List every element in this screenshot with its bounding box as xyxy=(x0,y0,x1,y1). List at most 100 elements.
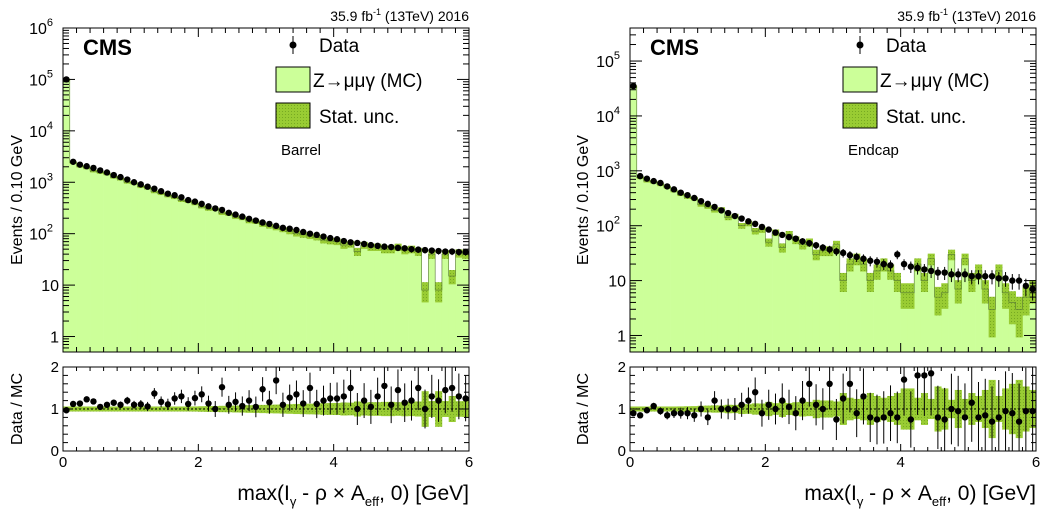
ratio-unc-band xyxy=(259,404,267,414)
y-tick-exponent: 3 xyxy=(614,160,620,172)
unc-band xyxy=(920,272,929,292)
legend-unc-swatch xyxy=(275,102,311,129)
ratio-point xyxy=(670,410,678,417)
mc-bar xyxy=(914,264,922,352)
mc-bar xyxy=(171,197,179,352)
mc-bar xyxy=(839,280,847,352)
mc-bar xyxy=(252,221,260,352)
ratio-unc-band xyxy=(198,406,206,412)
unc-band xyxy=(988,296,996,338)
data-point xyxy=(455,248,463,256)
mc-bar xyxy=(650,182,658,352)
mc-bar xyxy=(724,217,732,352)
x-title-main: max(I xyxy=(804,482,857,505)
ratio-point xyxy=(347,384,354,392)
ratio-unc-band xyxy=(69,406,77,412)
mc-bar xyxy=(866,280,874,352)
mc-bar xyxy=(684,197,692,352)
data-point xyxy=(164,190,172,197)
x-title-end: , 0) [GeV] xyxy=(379,482,469,505)
mc-bar xyxy=(374,247,382,352)
data-point xyxy=(792,235,799,242)
mc-bar xyxy=(63,79,71,352)
data-point xyxy=(670,186,678,193)
ratio-point xyxy=(124,397,131,404)
mc-bar xyxy=(137,186,145,352)
ratio-point xyxy=(442,386,449,394)
data-point xyxy=(988,273,996,280)
mc-bar xyxy=(353,251,362,352)
unc-band xyxy=(873,264,881,280)
mc-bar xyxy=(76,166,84,352)
ratio-point xyxy=(664,412,671,419)
ratio-point xyxy=(927,370,935,377)
data-point xyxy=(327,234,334,242)
data-point xyxy=(435,247,442,255)
mc-bar xyxy=(272,227,280,352)
mc-bar xyxy=(1008,302,1016,352)
ratio-point xyxy=(630,410,637,417)
ratio-point xyxy=(954,407,962,415)
mc-bar xyxy=(299,234,307,352)
x-tick-label: 0 xyxy=(626,454,634,471)
ratio-unc-band xyxy=(636,406,644,412)
ratio-point xyxy=(327,395,334,402)
mc-bar xyxy=(887,270,895,352)
ratio-point xyxy=(144,403,151,410)
ratio-point xyxy=(455,393,463,400)
mc-bar xyxy=(853,258,861,352)
mc-bar xyxy=(259,224,267,352)
ratio-unc-band xyxy=(157,406,165,412)
mc-bar xyxy=(643,181,651,352)
ratio-point xyxy=(103,401,111,408)
mc-bar xyxy=(860,264,868,352)
data-point xyxy=(103,169,111,176)
data-point xyxy=(320,233,327,240)
data-point xyxy=(76,161,84,168)
y-tick-label: 105 xyxy=(29,68,53,89)
lumi-energy: (13TeV) 2016 xyxy=(948,8,1036,24)
data-point xyxy=(83,163,90,170)
ratio-unc-band xyxy=(178,406,186,412)
ratio-point xyxy=(1002,407,1009,415)
mc-bar xyxy=(448,276,456,352)
ratio-point xyxy=(900,376,908,383)
ratio-point xyxy=(724,405,732,413)
unc-band xyxy=(1002,283,1010,309)
data-point xyxy=(218,206,226,214)
mc-bar xyxy=(792,239,800,352)
data-point xyxy=(387,243,395,251)
lumi-energy: (13TeV) 2016 xyxy=(381,8,469,24)
x-title-end: , 0) [GeV] xyxy=(946,482,1036,505)
x-tick-label: 0 xyxy=(59,454,67,471)
unc-band xyxy=(927,253,935,266)
data-point xyxy=(462,248,469,256)
legend-mc-label: Z→μμγ (MC) xyxy=(880,71,989,92)
ratio-point xyxy=(873,416,881,423)
data-point xyxy=(704,200,712,208)
ratio-point xyxy=(151,390,158,397)
unc-band xyxy=(421,282,429,303)
mc-bar xyxy=(205,209,213,352)
ratio-unc-band xyxy=(218,405,226,413)
data-point xyxy=(144,183,151,190)
data-point xyxy=(381,243,388,250)
mc-bar xyxy=(873,270,881,352)
data-point xyxy=(367,241,375,249)
ratio-point xyxy=(130,401,138,408)
ratio-point xyxy=(462,395,469,402)
ratio-point xyxy=(779,397,786,404)
data-point xyxy=(245,215,253,222)
ratio-point xyxy=(636,412,644,419)
ratio-axis-title: Data / MC xyxy=(9,373,26,445)
ratio-point xyxy=(711,397,718,404)
ratio-point xyxy=(76,400,84,407)
mc-bar xyxy=(934,297,942,352)
mc-bar xyxy=(677,194,685,352)
mc-bar xyxy=(968,280,976,352)
data-point xyxy=(785,233,793,241)
ratio-point xyxy=(880,414,887,421)
unc-band xyxy=(846,258,854,272)
data-point xyxy=(191,198,199,205)
x-title-mid: - ρ × A xyxy=(863,482,932,505)
